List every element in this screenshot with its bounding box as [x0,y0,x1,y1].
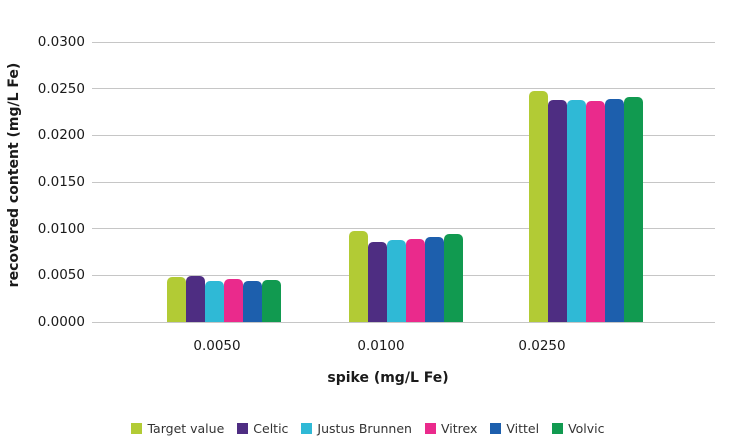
y-tick-label: 0.0300 [37,34,85,50]
bar [586,100,605,322]
legend-item: Justus Brunnen [301,421,412,436]
bar [205,280,224,322]
legend-swatch-icon [131,423,143,434]
bar [425,237,444,322]
legend-label: Vitrex [440,421,478,436]
y-tick-label: 0.0200 [37,127,85,144]
y-tick-label: 0.0250 [37,80,85,97]
bar [224,279,243,322]
bar [548,99,567,322]
x-category-label: 0.0100 [357,338,405,354]
legend-label: Target value [147,421,225,436]
legend: Target value Celtic Justus Brunnen Vitrex Vi… [0,421,736,436]
gridline [92,134,715,136]
bar [406,238,425,322]
gridline [92,228,715,230]
bar [605,98,624,322]
legend-label: Vittel [506,421,540,436]
gridline [92,41,715,43]
bar [387,239,406,322]
bar [167,277,186,322]
gridline [92,88,715,90]
legend-item: Vitrex [424,421,478,436]
legend-swatch-icon [301,423,313,434]
legend-swatch-icon [237,423,249,434]
legend-label: Volvic [568,421,605,436]
bar [444,234,463,322]
x-axis-title: spike (mg/L Fe) [327,370,449,386]
legend-item: Celtic [237,421,288,436]
x-category-label: 0.0250 [518,338,566,354]
x-category-label: 0.0050 [193,338,241,354]
y-tick-label: 0.0050 [37,267,85,284]
bar [529,90,548,322]
bar [349,230,368,322]
gridline [92,181,715,183]
legend-swatch-icon [490,423,502,434]
bar [262,280,281,322]
bar [567,99,586,322]
gridline [92,321,715,323]
legend-label: Justus Brunnen [317,421,412,436]
bar [624,97,643,322]
bar [243,280,262,322]
legend-swatch-icon [552,423,564,434]
y-tick-label: 0.0100 [37,220,85,237]
y-tick-label: 0.0150 [37,174,85,190]
bar [186,276,205,322]
legend-item: Volvic [552,421,605,436]
legend-item: Target value [131,421,224,436]
y-axis-title: recovered content (mg/L Fe) [6,62,22,288]
legend-label: Celtic [253,421,289,436]
legend-item: Vittel [490,421,539,436]
y-tick-label: 0.0000 [37,314,85,330]
bar [368,241,387,322]
legend-swatch-icon [424,423,436,434]
